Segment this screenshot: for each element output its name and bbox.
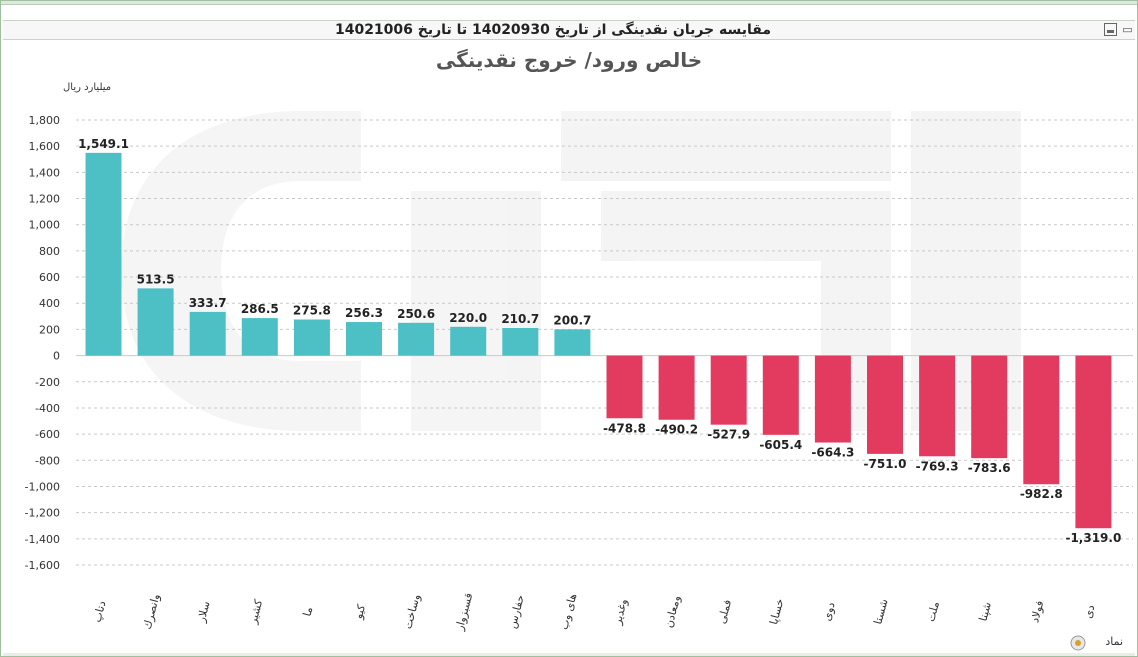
- bar[interactable]: [241, 318, 278, 356]
- y-tick-label: 800: [39, 245, 60, 258]
- y-tick-label: 1,200: [29, 193, 61, 206]
- data-label: 220.0: [449, 311, 487, 325]
- data-label: 275.8: [293, 303, 331, 317]
- top-strip: [1, 1, 1137, 5]
- data-label: -1,319.0: [1065, 531, 1121, 545]
- bars: [85, 152, 1112, 529]
- x-tick-label: دتاپ: [90, 599, 108, 623]
- x-tick-label: وانصرك: [141, 592, 163, 630]
- bar-chart: 1,800 1,600 1,400 1,200 1,000 800 600 400 200 0 -2…: [25, 48, 1133, 651]
- y-axis-label: میلیارد ریال: [63, 82, 111, 93]
- bar[interactable]: [502, 328, 539, 356]
- title-bar: مقایسه جریان نقدینگی از تاریخ 14020930 ت…: [3, 20, 1135, 40]
- y-tick-label: 1,400: [29, 166, 61, 179]
- y-tick-label: -200: [35, 376, 60, 389]
- export-icon[interactable]: [1104, 23, 1117, 36]
- x-tick-label: وغدیر: [611, 597, 631, 626]
- bar[interactable]: [606, 355, 643, 419]
- bar[interactable]: [1023, 355, 1060, 485]
- bar[interactable]: [450, 326, 487, 356]
- bar[interactable]: [1075, 355, 1112, 529]
- data-label: -478.8: [603, 421, 646, 435]
- bar[interactable]: [971, 355, 1008, 459]
- x-tick-label: سلار: [194, 600, 212, 625]
- data-label: -769.3: [916, 459, 959, 473]
- x-tick-label: خساپا: [767, 597, 786, 626]
- bar[interactable]: [137, 288, 174, 356]
- data-label: -783.6: [968, 461, 1011, 475]
- data-label: 256.3: [345, 306, 383, 320]
- bottom-strip: [3, 653, 1135, 656]
- x-tick-label: وساخت: [401, 593, 423, 631]
- legend-icon[interactable]: [1070, 635, 1086, 651]
- y-tick-label: -800: [35, 454, 60, 467]
- x-tick-label: ملت: [924, 600, 942, 623]
- y-tick-label: -1,200: [25, 507, 60, 520]
- bar[interactable]: [189, 311, 226, 356]
- y-tick-label: 1,600: [29, 140, 61, 153]
- data-label: 250.6: [397, 307, 435, 321]
- x-tick-label: حفارس: [506, 593, 527, 630]
- x-tick-label: فولاد: [1028, 599, 1046, 624]
- data-label: -527.9: [707, 428, 750, 442]
- value-labels: 1,549.1 513.5 333.7 286.5 275.8 256.3 250.6 220…: [78, 137, 1121, 545]
- data-label: 286.5: [241, 302, 279, 316]
- bar[interactable]: [554, 329, 591, 356]
- data-label: 513.5: [137, 272, 175, 286]
- data-label: 210.7: [501, 312, 539, 326]
- x-tick-label: دوی: [820, 601, 837, 623]
- y-tick-label: -600: [35, 428, 60, 441]
- y-tick-label: 1,800: [29, 114, 61, 127]
- print-icon[interactable]: ▭: [1122, 23, 1133, 36]
- x-tick-label: قسبزوار: [453, 592, 476, 633]
- chart-title: خالص ورود/ خروج نقدینگی: [436, 48, 702, 72]
- y-tick-label: -1,400: [25, 533, 60, 546]
- data-label: -490.2: [655, 423, 698, 437]
- x-tick-label: ما: [300, 605, 315, 617]
- y-tick-label: 0: [53, 350, 60, 363]
- x-tick-label: ومعادن: [662, 594, 683, 629]
- x-tick-label: دی: [1081, 603, 1097, 620]
- y-tick-label: -400: [35, 402, 60, 415]
- x-axis-label: نماد: [1105, 635, 1123, 648]
- data-label: 200.7: [553, 313, 591, 327]
- y-tick-label: -1,000: [25, 480, 60, 493]
- bar[interactable]: [762, 355, 799, 435]
- bar[interactable]: [814, 355, 851, 443]
- x-tick-label: كيو: [352, 602, 369, 621]
- y-tick-label: 400: [39, 297, 60, 310]
- bar[interactable]: [710, 355, 747, 425]
- data-label: 1,549.1: [78, 137, 129, 151]
- y-tick-label: 1,000: [29, 219, 61, 232]
- x-tick-label: شستا: [871, 598, 890, 626]
- data-label: 333.7: [189, 296, 227, 310]
- bar[interactable]: [346, 322, 382, 356]
- data-label: -664.3: [811, 446, 854, 460]
- data-label: -982.8: [1020, 487, 1063, 501]
- y-axis-ticks: 1,800 1,600 1,400 1,200 1,000 800 600 400 200 0 -2…: [25, 114, 60, 572]
- x-tick-label: كشير: [246, 597, 265, 626]
- x-tick-label: های وب: [557, 592, 579, 631]
- y-tick-label: 200: [39, 323, 60, 336]
- y-tick-label: 600: [39, 271, 60, 284]
- x-tick-label: فملی: [715, 598, 734, 625]
- x-tick-label: شپنا: [976, 601, 994, 623]
- bar[interactable]: [398, 322, 435, 356]
- page-title: مقایسه جریان نقدینگی از تاریخ 14020930 ت…: [334, 22, 772, 38]
- bar[interactable]: [919, 355, 956, 457]
- x-axis-labels: دتاپ وانصرك سلار كشير ما كيو وساخت قسبزوار حفارس…: [90, 592, 1097, 633]
- bar[interactable]: [658, 355, 695, 420]
- bar[interactable]: [85, 152, 122, 356]
- data-label: -605.4: [759, 438, 802, 452]
- bar[interactable]: [293, 319, 330, 356]
- bar[interactable]: [867, 355, 903, 454]
- y-tick-label: -1,600: [25, 559, 60, 572]
- data-label: -751.0: [864, 457, 907, 471]
